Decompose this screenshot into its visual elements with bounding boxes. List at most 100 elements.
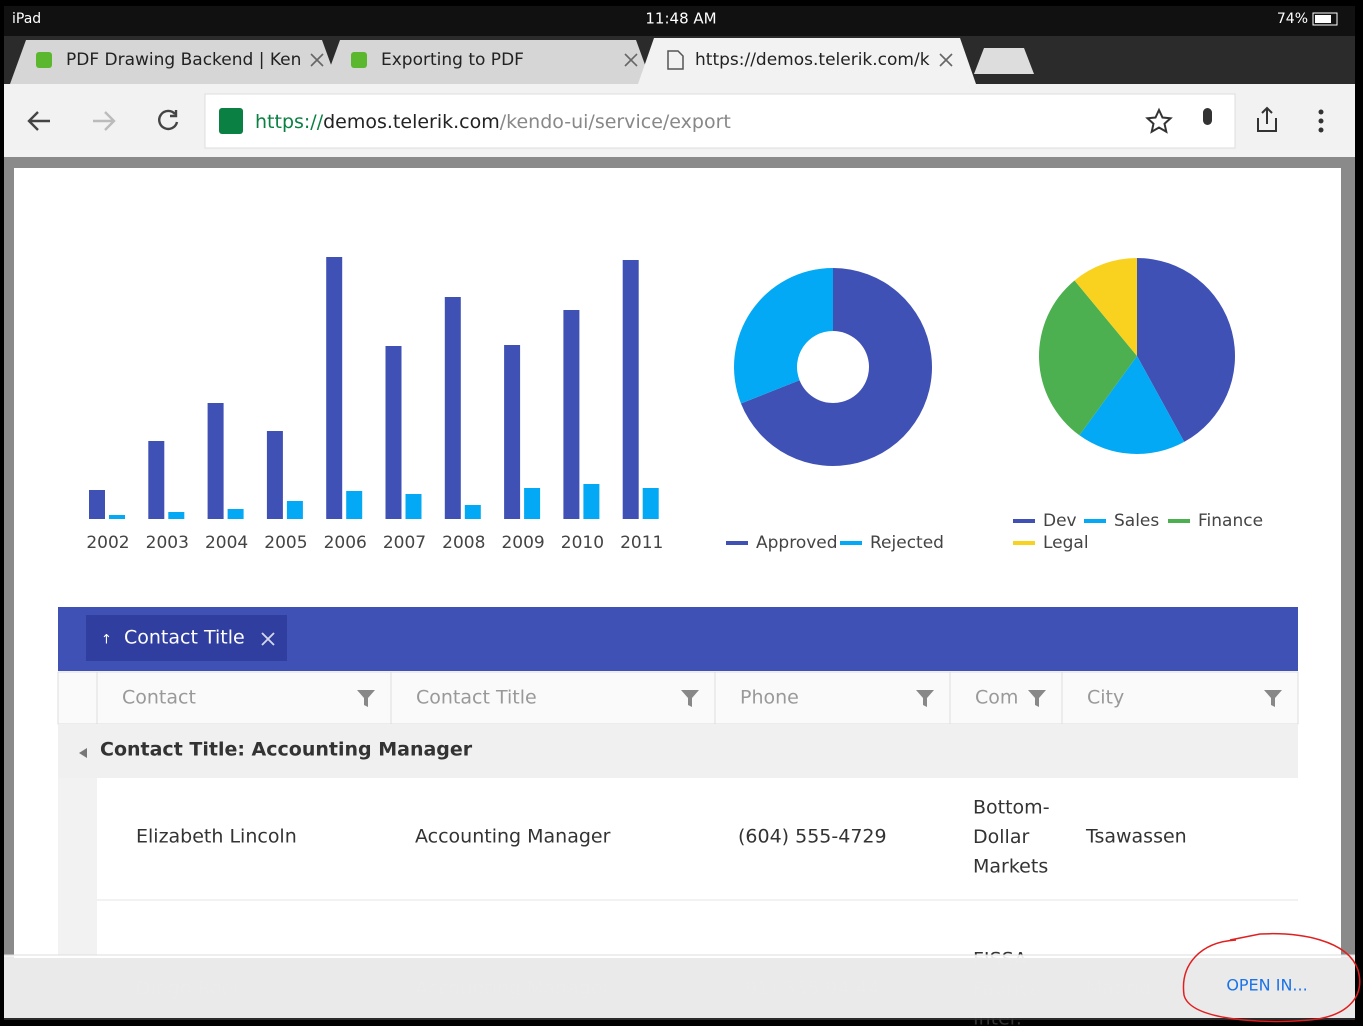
group-chip-label: Contact Title: [124, 627, 245, 649]
tab-title[interactable]: PDF Drawing Backend | Ken: [66, 50, 301, 70]
bar: [583, 484, 600, 519]
filter-icon[interactable]: [1264, 690, 1282, 707]
annotation-circle: [1182, 932, 1361, 1023]
new-tab[interactable]: [974, 48, 1034, 74]
menu-button[interactable]: [1318, 109, 1324, 133]
cell-text: Tsawassen: [1085, 826, 1187, 848]
bar: [326, 257, 343, 519]
slice: [1039, 280, 1137, 436]
share-button[interactable]: [1257, 106, 1277, 132]
bar: [346, 491, 363, 519]
x-tick-label: 2008: [442, 533, 485, 553]
open-in-button[interactable]: OPEN IN...: [1226, 976, 1307, 995]
open-in-bar: [4, 955, 1355, 1018]
cell-text: Markets: [973, 856, 1048, 878]
column-header: Phone: [740, 687, 799, 709]
x-tick-label: 2005: [264, 533, 307, 553]
column-header: Company Name: [975, 687, 1127, 709]
filter-icon[interactable]: [916, 690, 934, 707]
bar: [405, 494, 422, 519]
url[interactable]: https://demos.telerik.com/kendo-ui/servi…: [255, 111, 731, 133]
page-icon: [667, 50, 684, 70]
x-tick-label: 2006: [324, 533, 367, 553]
bar: [444, 297, 461, 519]
bar: [227, 509, 244, 519]
favicon: [36, 52, 52, 68]
header-row: [57, 671, 1299, 725]
x-tick-label: 2010: [561, 533, 604, 553]
legend-label: Approved: [756, 533, 838, 553]
slice: [1137, 258, 1235, 442]
battery-level: 74%: [1277, 11, 1308, 27]
x-tick-label: 2011: [620, 533, 663, 553]
column-header: City: [1087, 687, 1124, 709]
group-row: [58, 724, 1298, 778]
url-path: /kendo-ui/service/export: [500, 111, 731, 133]
group-header: Contact Title: Accounting Manager: [100, 739, 473, 761]
bar: [109, 515, 125, 519]
x-tick-label: 2003: [146, 533, 189, 553]
x-tick-label: 2009: [501, 533, 544, 553]
tab-active[interactable]: [638, 38, 976, 84]
cell-text: Dollar: [973, 826, 1029, 848]
tab-close-icons: [310, 53, 953, 67]
slice: [740, 268, 932, 466]
bar: [385, 346, 402, 519]
url-scheme: https://: [255, 111, 324, 133]
slice: [1079, 356, 1185, 455]
tab-title[interactable]: https://demos.telerik.com/k: [695, 50, 930, 70]
group-chip-remove[interactable]: [261, 632, 275, 646]
slice: [733, 268, 833, 404]
reload-button[interactable]: [158, 109, 179, 131]
cell-text: Accounting Manager: [415, 826, 611, 848]
filter-icon[interactable]: [681, 690, 699, 707]
bar: [504, 345, 521, 519]
sort-arrow: ↑: [101, 633, 112, 648]
legend-label: Rejected: [870, 533, 944, 553]
url-host: demos.telerik.com: [323, 111, 500, 133]
tab-title[interactable]: Exporting to PDF: [381, 50, 524, 70]
battery-icon: [1312, 12, 1338, 26]
cell-text: Elizabeth Lincoln: [136, 826, 297, 848]
tab[interactable]: [324, 40, 652, 84]
tab[interactable]: [10, 40, 338, 84]
bar: [642, 488, 659, 519]
legend-label: Sales: [1114, 511, 1159, 531]
bar: [524, 488, 541, 519]
group-chip[interactable]: [86, 615, 287, 661]
lock-icon: [219, 108, 243, 134]
column-header: Contact: [122, 687, 196, 709]
mic-button[interactable]: [1203, 108, 1212, 125]
bar: [168, 512, 185, 519]
filter-icon[interactable]: [357, 690, 375, 707]
back-button[interactable]: [27, 111, 50, 131]
filter-icon[interactable]: [1028, 690, 1046, 707]
battery-fill: [1315, 15, 1331, 23]
bar: [563, 310, 580, 519]
status-bar: [4, 6, 1355, 36]
charts: 2002 2003 2004 2005 2006 2007 2008 2009 2010 2011…: [86, 257, 1263, 553]
bar: [622, 260, 639, 519]
bar: [148, 441, 165, 519]
url-box[interactable]: [204, 93, 1236, 149]
slice: [1074, 258, 1137, 356]
bar: [464, 505, 481, 519]
bookmark-button[interactable]: [1145, 107, 1173, 134]
legend-label: Legal: [1043, 533, 1089, 553]
cell-text: Bottom-: [973, 797, 1050, 819]
x-tick-label: 2004: [205, 533, 248, 553]
cell-text: (604) 555-4729: [738, 826, 887, 848]
collapse-arrow[interactable]: [79, 748, 87, 758]
bar: [89, 490, 105, 519]
bar: [207, 403, 224, 519]
legend-label: Dev: [1043, 511, 1077, 531]
x-tick-label: 2007: [383, 533, 426, 553]
forward-button[interactable]: [93, 111, 116, 131]
column-header: Contact Title: [416, 687, 537, 709]
bar: [266, 431, 283, 519]
favicon: [351, 52, 367, 68]
bar: [286, 501, 303, 519]
group-indent: [58, 778, 97, 958]
